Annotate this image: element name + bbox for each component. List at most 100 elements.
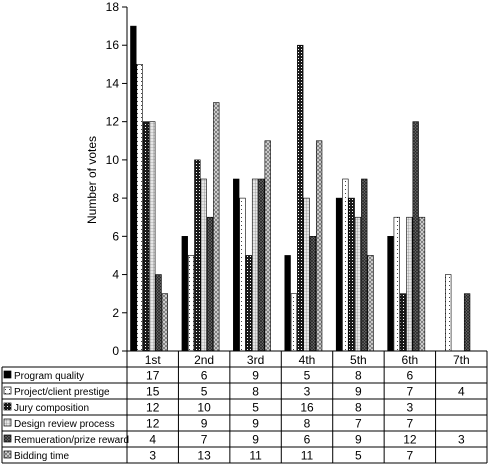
bar-bidding-time-5th xyxy=(367,255,374,352)
table-cell-value: 5 xyxy=(201,385,208,399)
bar-remueration-prize-reward-5th xyxy=(361,178,368,352)
bar-jury-composition-3rd xyxy=(245,255,252,352)
table-cell-value: 10 xyxy=(197,401,211,415)
legend-swatch xyxy=(3,370,12,379)
table-cell-value: 8 xyxy=(304,417,311,431)
bar-bidding-time-3rd xyxy=(264,140,271,352)
table-cell-value: 8 xyxy=(252,385,259,399)
bar-remueration-prize-reward-3rd xyxy=(258,178,265,352)
y-tick-label: 4 xyxy=(112,268,119,282)
bar-bidding-time-6th xyxy=(418,216,426,352)
x-category-label: 4th xyxy=(299,353,316,367)
legend-swatch xyxy=(3,450,12,459)
legend-label: Bidding time xyxy=(14,451,69,462)
legend-label: Jury composition xyxy=(14,403,89,414)
legend-label: Remueration/prize reward xyxy=(14,435,129,446)
table-cell-value: 9 xyxy=(355,433,362,447)
table-cell-value: 11 xyxy=(301,449,314,463)
table-cell-value: 7 xyxy=(407,417,414,431)
table-cell-value: 6 xyxy=(201,369,208,383)
bar-design-review-process-4th xyxy=(303,197,310,352)
table-cell-value: 8 xyxy=(355,369,362,383)
bar-program-quality-2nd xyxy=(181,236,188,352)
table-cell-value: 9 xyxy=(252,417,259,431)
bar-program-quality-1st xyxy=(130,25,137,352)
y-tick-label: 8 xyxy=(112,191,119,205)
legend-swatch xyxy=(3,434,12,443)
bar-bidding-time-4th xyxy=(315,140,323,352)
x-category-label: 5th xyxy=(350,353,367,367)
bar-remueration-prize-reward-4th xyxy=(309,236,316,352)
bar-jury-composition-1st xyxy=(142,121,150,352)
x-category-label: 6th xyxy=(402,353,419,367)
table-cell-value: 3 xyxy=(458,433,465,447)
table-cell-value: 7 xyxy=(355,417,362,431)
table-cell-value: 13 xyxy=(197,449,211,463)
table-cell-value: 6 xyxy=(304,433,311,447)
x-category-label: 1st xyxy=(145,353,162,367)
bar-project-client-prestige-5th xyxy=(342,178,349,352)
table-cell-value: 9 xyxy=(252,433,259,447)
table-cell-value: 6 xyxy=(407,369,414,383)
bar-project-client-prestige-1st xyxy=(136,64,143,352)
table-cell-value: 3 xyxy=(304,385,311,399)
bar-bidding-time-2nd xyxy=(213,102,220,352)
bar-project-client-prestige-7th xyxy=(445,274,452,352)
x-category-label: 3rd xyxy=(247,353,264,367)
table-cell-value: 9 xyxy=(252,369,259,383)
bars xyxy=(130,25,471,352)
y-tick-label: 0 xyxy=(112,344,119,358)
table-cell-value: 12 xyxy=(146,401,160,415)
bar-remueration-prize-reward-1st xyxy=(155,274,162,352)
y-tick-label: 16 xyxy=(106,38,120,52)
table-cell-value: 9 xyxy=(355,385,362,399)
bar-program-quality-5th xyxy=(335,197,343,352)
legend-swatch xyxy=(3,402,12,411)
table-cell-value: 5 xyxy=(304,369,311,383)
table-cell-value: 17 xyxy=(146,369,160,383)
table-cell-value: 3 xyxy=(407,401,414,415)
legend-swatch xyxy=(3,418,12,427)
table-cell-value: 3 xyxy=(149,449,156,463)
bar-design-review-process-5th xyxy=(354,216,362,352)
bar-program-quality-6th xyxy=(387,236,394,352)
table-cell-value: 7 xyxy=(407,449,414,463)
table-cell-value: 15 xyxy=(146,385,160,399)
legend-label: Design review process xyxy=(14,419,115,430)
bar-design-review-process-2nd xyxy=(200,178,207,352)
bar-remueration-prize-reward-2nd xyxy=(206,216,214,352)
bar-project-client-prestige-2nd xyxy=(187,255,195,352)
y-tick-label: 6 xyxy=(112,229,119,243)
x-category-label: 7th xyxy=(453,353,470,367)
y-tick-label: 10 xyxy=(106,153,120,167)
table-cell-value: 5 xyxy=(252,401,259,415)
bar-bidding-time-1st xyxy=(161,293,168,352)
table-cell-value: 5 xyxy=(355,449,362,463)
axes: 0 2 4 6 8 10 12 14 16 18 xyxy=(106,0,128,358)
bar-program-quality-3rd xyxy=(233,178,240,352)
y-tick-label: 14 xyxy=(106,76,120,90)
table-cell-value: 4 xyxy=(149,433,156,447)
bar-remueration-prize-reward-7th xyxy=(463,293,471,352)
bar-remueration-prize-reward-6th xyxy=(412,121,419,352)
data-table: 1st 2nd 3rd 4th 5th 6th 7th Program quality 17 6 9… xyxy=(1,350,488,464)
y-tick-label: 2 xyxy=(112,306,119,320)
bar-design-review-process-6th xyxy=(406,216,413,352)
table-cell-value: 7 xyxy=(201,433,208,447)
table-cell-value: 12 xyxy=(403,433,417,447)
bar-program-quality-4th xyxy=(284,255,291,352)
table-cell-value: 16 xyxy=(300,401,314,415)
table-cell-value: 11 xyxy=(249,449,262,463)
y-axis-title: Number of votes xyxy=(85,136,99,224)
bar-project-client-prestige-6th xyxy=(393,216,400,352)
bar-jury-composition-5th xyxy=(348,197,355,352)
bar-jury-composition-6th xyxy=(399,293,407,352)
table-cell-value: 8 xyxy=(355,401,362,415)
legend-label: Project/client prestige xyxy=(14,387,110,398)
bar-project-client-prestige-3rd xyxy=(239,197,246,352)
bar-jury-composition-2nd xyxy=(194,159,201,352)
legend-label: Program quality xyxy=(14,371,84,382)
bar-design-review-process-3rd xyxy=(251,178,259,352)
